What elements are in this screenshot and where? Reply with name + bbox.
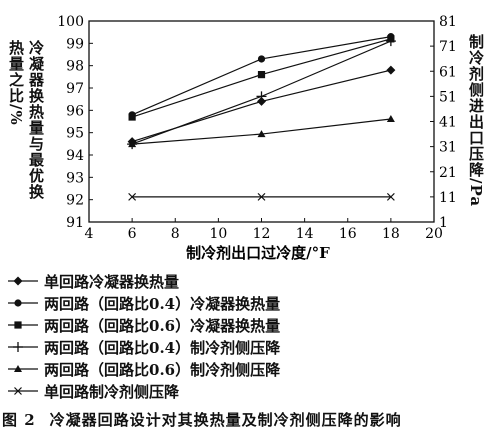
legend-label: 单回路冷凝器换热量	[44, 273, 180, 291]
legend-label: 两回路（回路比0.4）制冷剂侧压降	[44, 339, 281, 357]
x-tick-label: 4	[85, 226, 94, 242]
y-right-tick-label: 61	[439, 64, 457, 80]
legend-item: 单回路冷凝器换热量	[2, 270, 422, 292]
series-3	[128, 35, 395, 121]
data-point	[386, 114, 395, 122]
y-right-tick-label: 71	[439, 39, 457, 55]
y-left-tick-label: 94	[66, 148, 84, 164]
legend: 单回路冷凝器换热量两回路（回路比0.4）冷凝器换热量 两回路（回路比0.6）冷凝器…	[2, 270, 422, 402]
x-tick-label: 10	[209, 226, 227, 242]
x-tick-label: 18	[382, 226, 400, 242]
x-axis: 4 6 8 10 12 14 16 18 20	[85, 218, 443, 242]
plot-frame	[88, 20, 435, 223]
y-left-tick-label: 98	[66, 59, 84, 75]
legend-marker	[13, 276, 23, 286]
data-point	[257, 96, 266, 106]
legend-label: 单回路制冷剂侧压降	[44, 383, 180, 401]
x-stroke-b	[14, 387, 22, 395]
legend-marker	[14, 299, 22, 307]
data-point	[128, 140, 137, 148]
legend-item: 两回路（回路比0.4）冷凝器换热量	[2, 292, 422, 314]
data-point	[257, 130, 266, 138]
data-point	[257, 71, 266, 79]
x-axis-label: 制冷剂出口过冷度/°F	[186, 244, 330, 262]
y-right-tick-label: 31	[439, 140, 457, 156]
x-stroke-b	[257, 192, 266, 201]
legend-label: 两回路（回路比0.4）冷凝器换热量	[44, 295, 281, 313]
data-point	[257, 192, 266, 201]
legend-label: 两回路（回路比0.6）制冷剂侧压降	[44, 361, 281, 379]
y-left-tick-label: 92	[66, 193, 84, 209]
legend-item: 单回路制冷剂侧压降	[2, 380, 422, 402]
y-left-tick-label: 91	[66, 215, 84, 231]
data-point	[128, 113, 136, 121]
data-point	[128, 192, 137, 201]
data-point	[385, 36, 396, 47]
legend-item: 两回路（回路比0.6）冷凝器换热量	[2, 314, 422, 336]
figure-caption: 图 2 冷凝器回路设计对其换热量及制冷剂侧压降的影响	[2, 409, 402, 430]
series-5	[128, 114, 395, 148]
series-6	[128, 192, 395, 201]
y-left-tick-label: 93	[66, 170, 84, 186]
y-right-tick-label: 21	[439, 165, 457, 181]
x-tick-label: 20	[425, 226, 443, 242]
series-layer	[127, 33, 396, 201]
y-axis-left: 91 92 93 94 95 96 97 98 99 100	[57, 14, 93, 231]
legend-marker	[14, 321, 22, 329]
y-left-tick-label: 97	[66, 81, 84, 97]
legend-label: 两回路（回路比0.6）冷凝器换热量	[44, 317, 281, 335]
y-left-tick-label: 99	[66, 36, 84, 52]
caption-text: 冷凝器回路设计对其换热量及制冷剂侧压降的影响	[49, 411, 402, 429]
x-stroke-b	[128, 192, 137, 201]
data-point	[256, 91, 267, 102]
legend-marker	[14, 365, 22, 372]
x-tick-label: 6	[128, 226, 137, 242]
legend-swatch	[8, 321, 38, 329]
x-tick-label: 14	[296, 226, 314, 242]
legend-marker	[13, 342, 23, 352]
legend-swatch	[8, 342, 38, 352]
y-right-tick-label: 1	[439, 215, 448, 231]
y-right-tick-label: 81	[439, 14, 457, 30]
y-left-tick-label: 100	[57, 14, 84, 30]
legend-swatch	[8, 299, 38, 307]
x-tick-label: 12	[253, 226, 271, 242]
y-right-tick-label: 51	[439, 89, 457, 105]
legend-item: 两回路（回路比0.6）制冷剂侧压降	[2, 358, 422, 380]
x-stroke-b	[386, 192, 395, 201]
x-tick-label: 8	[171, 226, 180, 242]
legend-marker	[14, 387, 22, 395]
data-point	[386, 65, 396, 75]
y-axis-right-label: 制冷剂侧进出口压降/Pa	[467, 34, 485, 208]
legend-swatch	[8, 387, 38, 395]
data-point	[386, 192, 395, 201]
y-left-tick-label: 95	[66, 126, 84, 142]
caption-number: 图 2	[2, 411, 36, 429]
legend-swatch	[8, 276, 38, 286]
y-axis-left-label: 冷凝器换热量与最优换热量之比/%	[7, 40, 45, 200]
data-point	[257, 55, 266, 63]
y-right-tick-label: 11	[439, 190, 457, 206]
x-tick-label: 16	[339, 226, 357, 242]
legend-swatch	[8, 365, 38, 372]
y-right-tick-label: 41	[439, 115, 457, 131]
y-left-tick-label: 96	[66, 103, 84, 119]
legend-item: 两回路（回路比0.4）制冷剂侧压降	[2, 336, 422, 358]
